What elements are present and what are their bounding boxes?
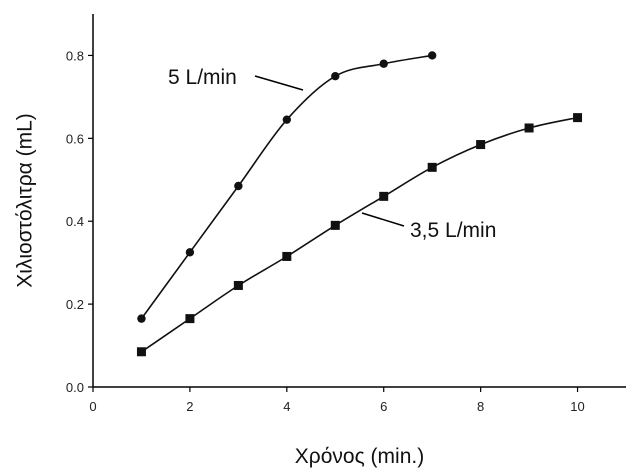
data-point: [524, 123, 534, 133]
series-1: [137, 51, 437, 323]
data-point: [379, 59, 388, 68]
ticks: 0 2 4 6 8 10 0.0 0.2 0.4 0.6 0.8: [66, 48, 585, 414]
y-tick-label: 0.8: [66, 48, 84, 63]
data-point: [476, 140, 486, 150]
y-axis-title: Χιλιοστόλιτρα (mL): [13, 113, 36, 288]
series-label: 5 L/min: [168, 66, 237, 89]
x-tick-label: 0: [89, 399, 96, 414]
series-line: [141, 116, 578, 353]
series-layer: [136, 51, 583, 357]
y-tick-label: 0.0: [66, 380, 84, 395]
x-tick-label: 6: [380, 399, 387, 414]
series-labels: 5 L/min 3,5 L/min: [168, 66, 496, 242]
data-point: [282, 251, 292, 261]
data-point: [379, 191, 389, 201]
x-axis-title: Χρόνος (min.): [295, 445, 424, 468]
data-point: [137, 314, 146, 323]
data-point: [185, 248, 195, 257]
y-tick-label: 0.2: [66, 297, 84, 312]
data-point: [282, 115, 292, 124]
y-tick-label: 0.4: [66, 214, 84, 229]
data-point: [185, 314, 195, 324]
data-point: [330, 220, 340, 230]
series-label-leader: [254, 75, 304, 91]
data-point: [573, 113, 583, 123]
data-point: [234, 181, 243, 191]
x-tick-label: 8: [477, 399, 484, 414]
x-tick-label: 2: [186, 399, 193, 414]
y-tick-label: 0.6: [66, 131, 84, 146]
x-tick-label: 10: [570, 399, 584, 414]
data-point: [427, 51, 437, 60]
series-2: [136, 113, 583, 357]
series-line: [140, 54, 433, 320]
data-point: [427, 162, 437, 172]
axes: [92, 14, 626, 388]
series-label-leader: [361, 212, 405, 227]
data-point: [233, 280, 243, 290]
x-tick-label: 4: [283, 399, 290, 414]
series-label: 3,5 L/min: [410, 219, 496, 242]
data-point: [331, 71, 340, 81]
data-point: [136, 347, 146, 357]
